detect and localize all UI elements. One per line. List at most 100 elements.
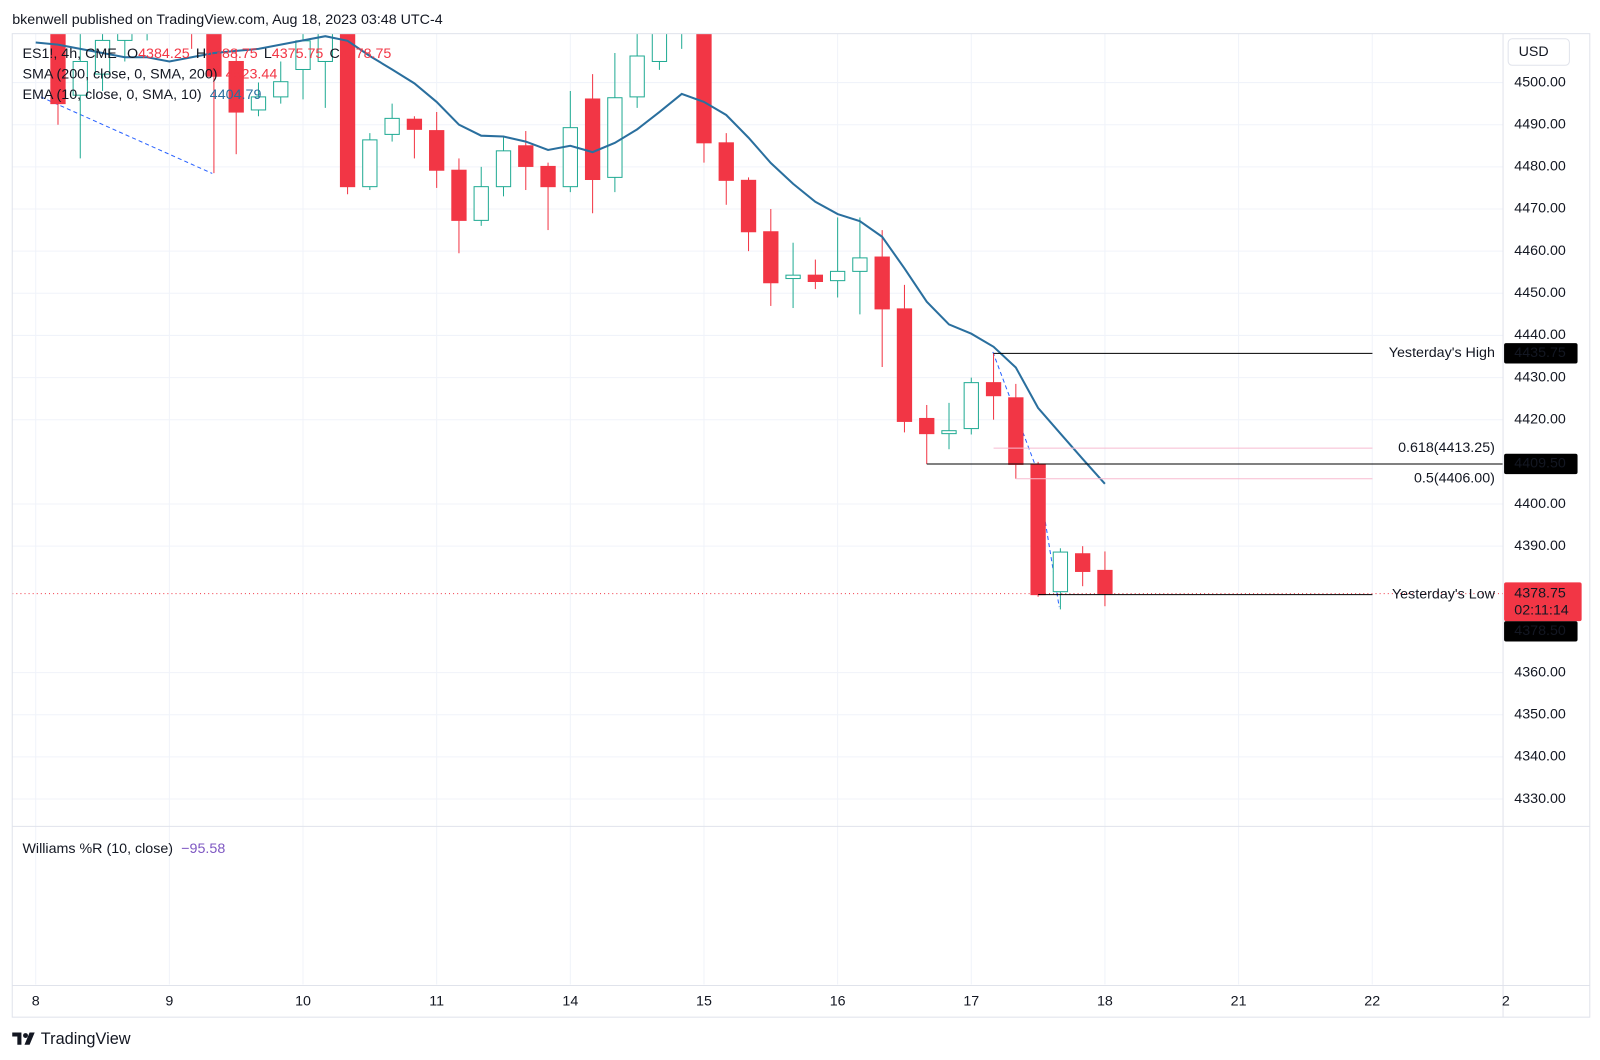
frame	[11, 33, 1591, 1018]
y-tick-label: 4360.00	[1514, 664, 1566, 680]
candle-body	[518, 145, 534, 167]
williams-legend: Williams %R (10, close) −95.58	[22, 841, 225, 857]
x-tick-label: 8	[32, 994, 40, 1010]
y-tick-label: 4500.00	[1514, 74, 1566, 90]
price-tag-label: 4378.75	[1514, 585, 1566, 601]
level-tag-label: 4409.50	[1514, 456, 1566, 472]
candle-body	[50, 33, 66, 105]
y-tick-label: 4420.00	[1514, 411, 1566, 427]
x-tick-label: 16	[830, 994, 846, 1010]
candle-body	[540, 165, 556, 188]
candle-body	[941, 430, 957, 435]
y-tick-label: 4430.00	[1514, 369, 1566, 385]
y-tick-label: 4470.00	[1514, 201, 1566, 217]
x-tick-label: 2	[1502, 994, 1510, 1010]
candle-body	[250, 96, 267, 111]
x-tick-label: 15	[696, 994, 712, 1010]
candle-body	[763, 231, 779, 284]
logo-dot	[23, 1033, 28, 1038]
ohlc-value: 4375.75	[272, 46, 324, 62]
level-label: 0.5(4406.00)	[1414, 470, 1495, 486]
footer-brand: TradingView	[41, 1030, 131, 1048]
candle-body	[451, 169, 467, 221]
level-tag	[1504, 343, 1578, 364]
candle-body	[72, 60, 88, 96]
ohlc-key: H	[196, 46, 206, 62]
ohlc-value: 4388.75	[206, 46, 258, 62]
countdown: 02:11:14	[1514, 603, 1569, 619]
publish-info: bkenwell published on TradingView.com, A…	[12, 12, 442, 28]
y-tick-label: 4490.00	[1514, 116, 1566, 132]
candle-body	[317, 33, 333, 62]
x-tick-label: 10	[295, 994, 311, 1010]
price-tag	[1504, 582, 1582, 622]
x-tick-label: 22	[1364, 994, 1380, 1010]
williams-title: Williams %R (10, close)	[22, 841, 173, 857]
level-tag	[1504, 453, 1578, 475]
y-tick-label: 4440.00	[1514, 327, 1566, 343]
level-tag-label: 4435.75	[1514, 345, 1566, 361]
candle-body	[807, 274, 824, 282]
x-tick-label: 11	[429, 994, 444, 1010]
level-tag	[1504, 621, 1578, 642]
x-tick-label: 9	[165, 994, 173, 1010]
candle-body	[473, 186, 489, 221]
currency-box[interactable]	[1507, 38, 1570, 66]
x-tick-label: 18	[1097, 994, 1113, 1010]
candle-body	[963, 382, 979, 430]
currency[interactable]: USD	[1519, 44, 1549, 60]
candle-body	[495, 150, 512, 188]
candle-body	[384, 117, 400, 135]
frame-border	[11, 33, 1591, 1018]
candle-body	[629, 55, 645, 98]
ema-line	[35, 35, 1106, 485]
y-tick-label: 4350.00	[1514, 707, 1566, 723]
candle-body	[852, 257, 868, 272]
level-tag-label: 4378.50	[1514, 623, 1566, 639]
indicator-value: 4523.44	[226, 66, 278, 82]
indicator-name: EMA (10, close, 0, SMA, 10)	[22, 87, 201, 103]
candle-body	[117, 33, 133, 41]
candle-body	[919, 417, 935, 435]
candle-body	[740, 179, 757, 233]
candle-body	[584, 98, 601, 181]
indicator-legend: EMA (10, close, 0, SMA, 10) 4404.79	[22, 87, 261, 103]
indicator-legend: SMA (200, close, 0, SMA, 200) 4523.44	[22, 66, 277, 82]
candle-body	[1052, 551, 1069, 593]
candle-body	[874, 256, 890, 310]
logo-mark	[12, 1032, 35, 1045]
candle-body	[94, 39, 111, 75]
ohlc-legend: ES1!, 4h, CME O4384.25 H4388.75 L4375.75 C43…	[22, 46, 391, 62]
candle-body	[339, 33, 356, 188]
candle-body	[607, 97, 623, 178]
indicator-value: 4404.79	[210, 87, 262, 103]
candle-body	[651, 33, 668, 62]
x-tick-label: 21	[1231, 994, 1247, 1010]
candle-body	[406, 118, 423, 130]
level-label: Yesterday's Low	[1392, 586, 1496, 602]
x-tick-label: 17	[963, 994, 979, 1010]
level-label: Yesterday's High	[1389, 345, 1495, 361]
indicator-name: SMA (200, close, 0, SMA, 200)	[22, 66, 217, 82]
y-tick-label: 4400.00	[1514, 496, 1566, 512]
candle-body	[696, 33, 712, 144]
ohlc-key: O	[127, 46, 138, 62]
candle-body	[228, 60, 244, 113]
ohlc-value: 4378.75	[340, 46, 392, 62]
y-tick-label: 4340.00	[1514, 749, 1566, 765]
ohlc-value: 4384.25	[138, 46, 190, 62]
symbol: ES1!, 4h, CME	[22, 46, 116, 62]
williams-value: −95.58	[181, 841, 225, 857]
y-tick-label: 4450.00	[1514, 285, 1566, 301]
zigzag	[40, 96, 213, 174]
ohlc-key: L	[264, 46, 272, 62]
candle-body	[429, 130, 445, 171]
main-plot	[12, 33, 1504, 610]
candle-body	[785, 274, 801, 280]
candle-body	[718, 142, 734, 181]
candle-body	[829, 270, 846, 282]
